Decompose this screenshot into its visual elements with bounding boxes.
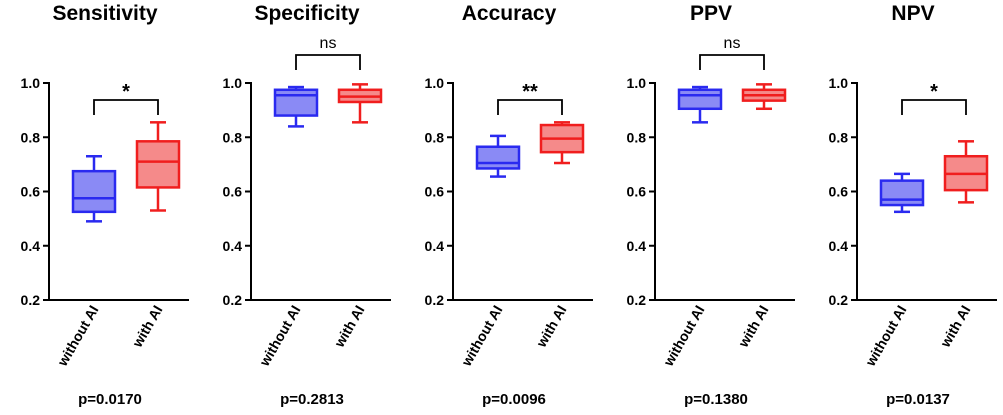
category-label: without AI	[256, 303, 304, 370]
significance-bracket	[295, 54, 361, 70]
p-value-label: p=0.0137	[886, 391, 950, 408]
box-without-ai	[475, 134, 521, 178]
y-tick-label: 0.4	[425, 238, 445, 254]
y-tick-label: 1.0	[425, 75, 445, 91]
panel-specificity: Specificity 0.2 0.4 0.6 0.8 1.0 without AI with…	[223, 2, 391, 408]
y-tick-label: 0.6	[829, 184, 849, 200]
box-iqr	[273, 88, 319, 117]
y-tick-label: 0.6	[223, 184, 243, 200]
box-iqr	[677, 88, 723, 111]
category-label: without AI	[54, 303, 102, 370]
box-without-ai	[677, 85, 723, 124]
category-label: with AI	[735, 303, 772, 351]
category-label: without AI	[862, 303, 910, 370]
y-tick-label: 0.2	[223, 292, 243, 308]
category-label: with AI	[533, 303, 570, 351]
y-tick-label: 0.8	[627, 129, 647, 145]
y-tick-label: 0.8	[223, 129, 243, 145]
category-label: without AI	[458, 303, 506, 370]
panel-accuracy: Accuracy 0.2 0.4 0.6 0.8 1.0 without AI with AI…	[425, 2, 593, 408]
y-tick-label: 0.4	[627, 238, 647, 254]
p-value-label: p=0.1380	[684, 391, 748, 408]
y-tick-label: 0.4	[21, 238, 41, 254]
category-label: with AI	[937, 303, 974, 351]
y-tick-label: 1.0	[829, 75, 849, 91]
y-tick-label: 0.6	[21, 184, 41, 200]
box-with-ai	[539, 121, 585, 165]
y-tick-label: 0.2	[627, 292, 647, 308]
y-tick-label: 0.2	[829, 292, 849, 308]
y-tick-label: 1.0	[21, 75, 41, 91]
box-without-ai	[273, 85, 319, 128]
p-value-label: p=0.2813	[280, 391, 344, 408]
panel-title: PPV	[690, 2, 732, 25]
y-tick-label: 0.2	[21, 292, 41, 308]
y-tick-label: 1.0	[627, 75, 647, 91]
panel-title: Specificity	[254, 2, 359, 25]
significance-label: *	[930, 81, 938, 103]
box-with-ai	[741, 83, 787, 111]
p-value-label: p=0.0096	[482, 391, 546, 408]
box-with-ai	[337, 83, 383, 124]
significance-bracket	[901, 99, 967, 115]
significance-bracket	[699, 54, 765, 70]
panel-sensitivity: Sensitivity 0.2 0.4 0.6 0.8 1.0 without AI with…	[21, 2, 189, 408]
y-tick-label: 0.4	[223, 238, 243, 254]
panel-npv: NPV 0.2 0.4 0.6 0.8 1.0 without AI with AI * p=0.…	[829, 2, 997, 408]
box-without-ai	[71, 154, 117, 223]
box-without-ai	[879, 172, 925, 214]
p-value-label: p=0.0170	[78, 391, 142, 408]
y-tick-label: 0.8	[21, 129, 41, 145]
y-tick-label: 0.6	[425, 184, 445, 200]
category-label: with AI	[129, 303, 166, 351]
box-iqr	[475, 145, 521, 170]
y-tick-label: 0.8	[829, 129, 849, 145]
panel-title: NPV	[891, 2, 934, 25]
category-label: with AI	[331, 303, 368, 351]
y-tick-label: 0.4	[829, 238, 849, 254]
significance-label: **	[522, 81, 538, 103]
box-iqr	[135, 140, 181, 189]
box-iqr	[879, 179, 925, 207]
panel-title: Sensitivity	[52, 2, 157, 25]
significance-bracket	[497, 99, 563, 115]
y-tick-label: 0.6	[627, 184, 647, 200]
panel-title: Accuracy	[462, 2, 557, 25]
category-label: without AI	[660, 303, 708, 370]
box-with-ai	[135, 121, 181, 212]
significance-bracket	[93, 99, 159, 115]
y-tick-label: 0.8	[425, 129, 445, 145]
significance-label: *	[122, 81, 130, 103]
y-tick-label: 0.2	[425, 292, 445, 308]
significance-label: ns	[724, 35, 741, 52]
box-with-ai	[943, 140, 989, 204]
significance-label: ns	[320, 35, 337, 52]
y-tick-label: 1.0	[223, 75, 243, 91]
panel-ppv: PPV 0.2 0.4 0.6 0.8 1.0 without AI with AI ns p=0…	[627, 2, 795, 408]
box-iqr	[71, 169, 117, 214]
